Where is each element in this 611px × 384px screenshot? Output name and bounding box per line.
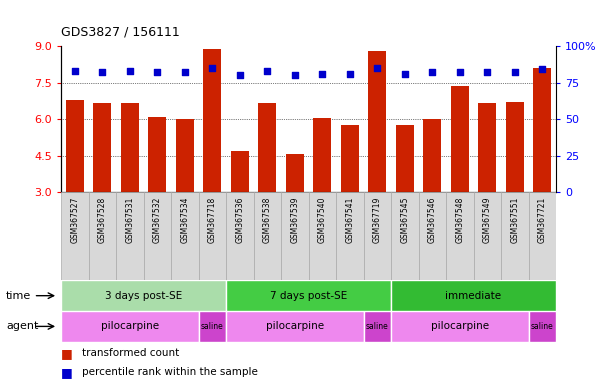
Bar <box>341 125 359 192</box>
Text: GSM367551: GSM367551 <box>510 197 519 243</box>
Text: GSM367539: GSM367539 <box>290 197 299 243</box>
Bar <box>258 103 276 192</box>
Text: GSM367534: GSM367534 <box>180 197 189 243</box>
Bar <box>231 151 249 192</box>
Bar <box>336 192 364 280</box>
Text: percentile rank within the sample: percentile rank within the sample <box>82 367 258 377</box>
Point <box>98 69 108 75</box>
Bar <box>368 51 386 192</box>
Point <box>125 68 134 74</box>
Point <box>180 69 189 75</box>
Text: agent: agent <box>6 321 38 331</box>
Point <box>510 69 519 75</box>
Point <box>345 71 354 77</box>
Point <box>373 65 382 71</box>
Point <box>290 72 300 78</box>
Bar <box>446 192 474 280</box>
Bar <box>281 192 309 280</box>
Text: GSM367540: GSM367540 <box>318 197 327 243</box>
Bar <box>391 311 529 342</box>
Bar <box>451 86 469 192</box>
Bar <box>501 192 529 280</box>
Text: 7 days post-SE: 7 days post-SE <box>270 291 347 301</box>
Bar <box>474 192 501 280</box>
Bar <box>226 311 364 342</box>
Bar <box>226 192 254 280</box>
Text: GDS3827 / 156111: GDS3827 / 156111 <box>61 25 180 38</box>
Text: GSM367532: GSM367532 <box>153 197 162 243</box>
Bar <box>419 192 446 280</box>
Bar <box>478 103 496 192</box>
Bar <box>396 125 414 192</box>
Point <box>538 66 547 73</box>
Point <box>427 69 437 75</box>
Point <box>455 69 464 75</box>
Bar <box>199 192 226 280</box>
Bar <box>364 311 391 342</box>
Text: ■: ■ <box>61 347 73 360</box>
Text: GSM367719: GSM367719 <box>373 197 382 243</box>
Bar <box>116 192 144 280</box>
Bar <box>313 118 331 192</box>
Point <box>482 69 492 75</box>
Text: GSM367531: GSM367531 <box>125 197 134 243</box>
Text: saline: saline <box>201 322 224 331</box>
Bar <box>203 48 221 192</box>
Text: GSM367548: GSM367548 <box>455 197 464 243</box>
Text: GSM367527: GSM367527 <box>70 197 79 243</box>
Text: immediate: immediate <box>445 291 502 301</box>
Point <box>263 68 273 74</box>
Text: ■: ■ <box>61 366 73 379</box>
Bar <box>89 192 116 280</box>
Text: GSM367528: GSM367528 <box>98 197 107 243</box>
Point <box>318 71 327 77</box>
Bar <box>121 103 139 192</box>
Point <box>207 65 218 71</box>
Bar <box>226 280 391 311</box>
Bar <box>309 192 336 280</box>
Bar <box>61 311 199 342</box>
Text: pilocarpine: pilocarpine <box>101 321 159 331</box>
Text: GSM367718: GSM367718 <box>208 197 217 243</box>
Bar <box>506 102 524 192</box>
Point <box>153 69 163 75</box>
Bar <box>61 280 226 311</box>
Bar <box>61 192 89 280</box>
Bar <box>529 192 556 280</box>
Text: saline: saline <box>366 322 389 331</box>
Text: transformed count: transformed count <box>82 348 180 358</box>
Bar <box>254 192 281 280</box>
Text: GSM367545: GSM367545 <box>400 197 409 243</box>
Bar <box>391 280 556 311</box>
Bar <box>66 99 84 192</box>
Point <box>400 71 409 77</box>
Bar <box>93 103 111 192</box>
Bar <box>529 311 556 342</box>
Text: GSM367546: GSM367546 <box>428 197 437 243</box>
Bar <box>364 192 391 280</box>
Text: 3 days post-SE: 3 days post-SE <box>105 291 182 301</box>
Text: GSM367541: GSM367541 <box>345 197 354 243</box>
Bar <box>176 119 194 192</box>
Bar <box>286 154 304 192</box>
Bar <box>533 68 551 192</box>
Bar <box>171 192 199 280</box>
Bar <box>199 311 226 342</box>
Bar <box>391 192 419 280</box>
Text: pilocarpine: pilocarpine <box>266 321 324 331</box>
Text: GSM367721: GSM367721 <box>538 197 547 243</box>
Text: GSM367536: GSM367536 <box>235 197 244 243</box>
Bar <box>148 117 166 192</box>
Bar <box>144 192 171 280</box>
Text: pilocarpine: pilocarpine <box>431 321 489 331</box>
Text: GSM367538: GSM367538 <box>263 197 272 243</box>
Text: GSM367549: GSM367549 <box>483 197 492 243</box>
Point <box>70 68 79 74</box>
Text: time: time <box>6 291 31 301</box>
Point <box>235 72 244 78</box>
Text: saline: saline <box>531 322 554 331</box>
Bar <box>423 119 441 192</box>
